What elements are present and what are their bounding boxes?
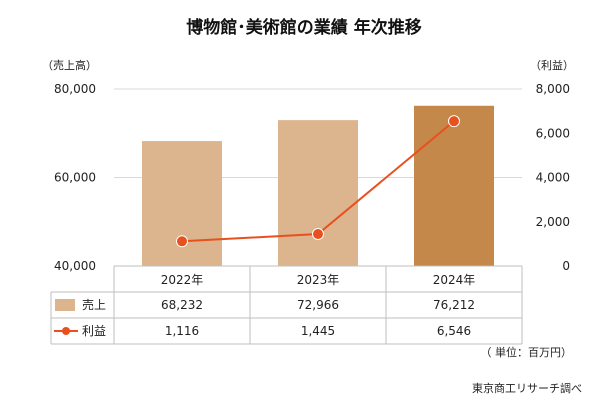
y-right-tick-label: 6,000 <box>536 126 570 140</box>
y-left-tick-label: 40,000 <box>54 259 96 273</box>
x-category-label: 2023年 <box>297 273 340 287</box>
line-point <box>312 228 324 241</box>
legend-label: 売上 <box>82 297 106 312</box>
legend-marker-profit <box>62 327 70 335</box>
y-right-axis-label: （利益） <box>530 58 574 72</box>
legend-label: 利益 <box>82 324 106 338</box>
line-point <box>448 115 460 128</box>
y-axis-ticks: 80,000 60,000 40,000 8,000 6,000 4,000 2,000 0 <box>54 82 570 273</box>
x-category-label: 2024年 <box>433 273 476 287</box>
table-cell-value: 76,212 <box>433 298 475 312</box>
chart-title: 博物館･美術館の業績 年次推移 <box>186 17 421 38</box>
unit-note: （ 単位：百万円） <box>481 345 573 359</box>
line-series-profit <box>176 115 460 248</box>
y-left-tick-label: 80,000 <box>54 82 96 96</box>
bar <box>414 105 494 266</box>
line-point <box>176 235 188 248</box>
y-right-tick-label: 0 <box>562 259 570 273</box>
bar <box>278 120 358 266</box>
table-cell-value: 68,232 <box>161 298 203 312</box>
y-right-tick-label: 2,000 <box>536 215 570 229</box>
table-cell-value: 1,116 <box>165 324 199 338</box>
y-left-axis-label: （売上高） <box>42 58 97 72</box>
y-left-tick-label: 60,000 <box>54 171 96 185</box>
x-category-label: 2022年 <box>161 273 204 287</box>
table-cell-value: 72,966 <box>297 298 339 312</box>
y-right-tick-label: 8,000 <box>536 82 570 96</box>
y-right-tick-label: 4,000 <box>536 171 570 185</box>
table-cell-value: 6,546 <box>437 324 471 338</box>
legend-swatch-sales <box>55 299 75 311</box>
bar-series-sales <box>142 105 494 266</box>
source-note: 東京商工リサーチ調べ <box>472 381 582 395</box>
table-cell-value: 1,445 <box>301 324 335 338</box>
